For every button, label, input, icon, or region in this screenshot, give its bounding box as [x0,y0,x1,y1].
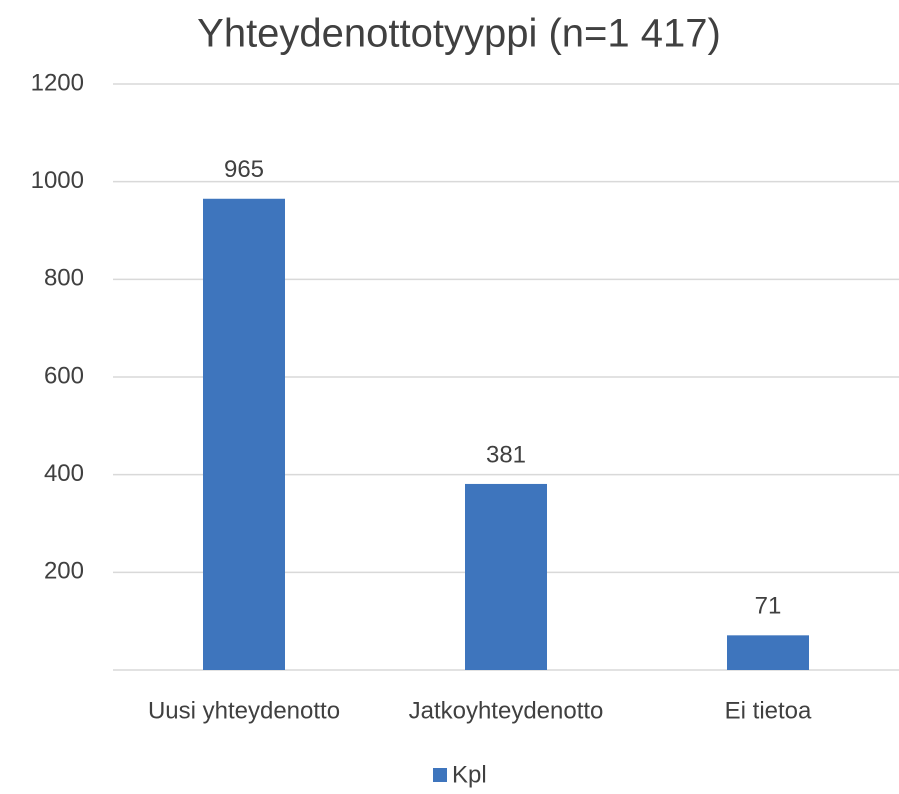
y-tick-label: 400 [44,460,84,487]
x-tick-label: Ei tietoa [725,697,812,724]
data-label: 381 [486,441,526,468]
y-tick-label: 200 [44,558,84,585]
data-label: 965 [224,156,264,183]
chart-title: Yhteydenottotyyppi (n=1 417) [197,12,721,56]
y-tick-label: 800 [44,265,84,292]
data-label: 71 [755,593,782,620]
bar [465,483,547,670]
x-tick-label: Jatkoyhteydenotto [409,697,604,724]
y-tick-label: 600 [44,362,84,389]
legend-swatch [433,768,447,782]
bar [727,635,809,670]
y-tick-label: 1200 [31,69,84,96]
bar [203,198,285,670]
y-tick-label: 1000 [31,167,84,194]
legend-label: Kpl [452,761,487,788]
x-tick-label: Uusi yhteydenotto [148,697,340,724]
